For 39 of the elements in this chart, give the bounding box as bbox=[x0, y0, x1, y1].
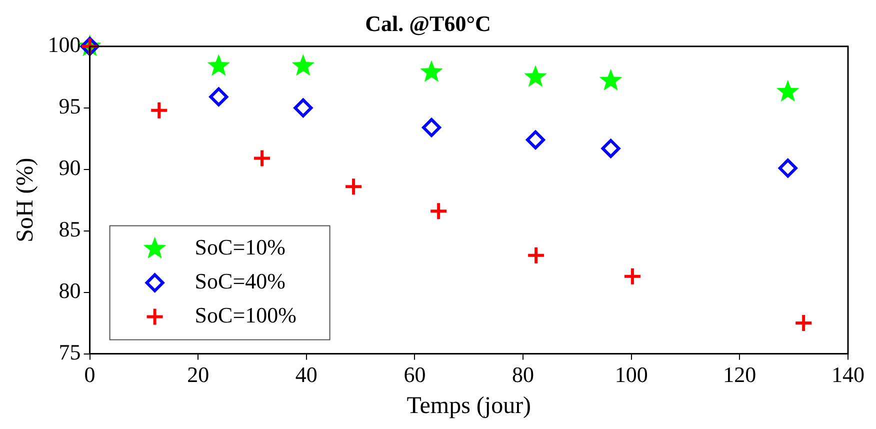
point bbox=[429, 202, 448, 221]
point bbox=[526, 246, 546, 265]
x-tick-label: 120 bbox=[723, 362, 756, 387]
legend-label: SoC=10% bbox=[194, 234, 286, 260]
point bbox=[150, 100, 169, 120]
y-tick-label: 95 bbox=[58, 94, 81, 119]
x-tick-label: 100 bbox=[614, 362, 648, 387]
legend-label: SoC=40% bbox=[194, 268, 286, 294]
point bbox=[294, 98, 313, 118]
x-tick-label: 0 bbox=[84, 362, 96, 387]
point bbox=[776, 80, 800, 102]
point bbox=[778, 158, 798, 178]
x-tick-label: 20 bbox=[187, 362, 210, 387]
y-tick-label: 85 bbox=[58, 216, 81, 242]
y-tick-label: 90 bbox=[58, 155, 81, 180]
point bbox=[794, 314, 814, 333]
point bbox=[422, 118, 442, 138]
point bbox=[292, 54, 315, 76]
y-axis-title: SoH (%) bbox=[12, 158, 39, 242]
x-tick-label: 80 bbox=[512, 362, 534, 387]
x-axis-title: Temps (jour) bbox=[406, 392, 532, 419]
point bbox=[252, 148, 272, 168]
point bbox=[526, 130, 546, 150]
point bbox=[599, 68, 622, 91]
x-tick-label: 60 bbox=[404, 362, 426, 387]
point bbox=[420, 60, 443, 82]
y-tick-label: 100 bbox=[48, 32, 81, 58]
point bbox=[524, 65, 547, 87]
chart-title: Cal. @T60°C bbox=[365, 10, 491, 36]
x-tick-label: 140 bbox=[832, 362, 864, 387]
point bbox=[601, 138, 620, 158]
x-tick-label: 40 bbox=[295, 362, 318, 387]
point bbox=[622, 266, 642, 286]
y-tick-label: 75 bbox=[58, 340, 81, 365]
legend-label: SoC=100% bbox=[194, 302, 296, 328]
point bbox=[209, 87, 228, 106]
point bbox=[207, 54, 230, 76]
y-tick-label: 80 bbox=[58, 278, 81, 304]
point bbox=[344, 177, 364, 196]
